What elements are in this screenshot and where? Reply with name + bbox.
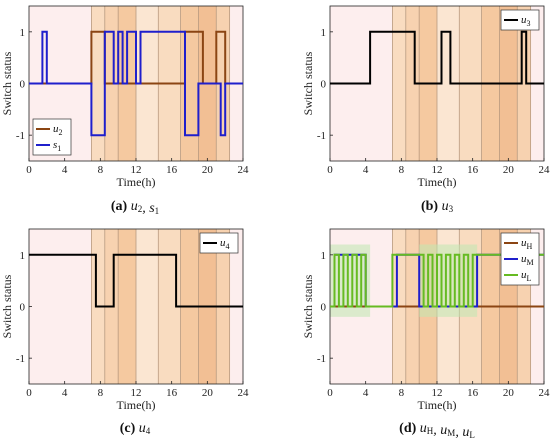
x-tick-label: 0	[327, 387, 333, 399]
x-tick-label: 8	[399, 387, 405, 399]
y-tick-label: 1	[20, 27, 26, 39]
x-tick-label: 12	[432, 387, 443, 399]
y-tick-label: 1	[321, 250, 327, 262]
legend-box	[500, 9, 540, 31]
y-tick-label: 0	[321, 302, 327, 314]
x-tick-label: 24	[238, 164, 250, 176]
x-tick-label: 8	[98, 387, 104, 399]
period-band	[136, 229, 159, 384]
panel-caption: (d) uH, uM, uL	[399, 421, 475, 439]
x-tick-label: 4	[62, 164, 68, 176]
x-tick-label: 12	[131, 164, 142, 176]
x-tick-label: 20	[202, 387, 214, 399]
x-tick-label: 4	[363, 387, 369, 399]
x-tick-label: 24	[238, 387, 250, 399]
x-tick-label: 4	[62, 387, 68, 399]
legend-entry: uM	[521, 253, 534, 267]
series-line-uL	[330, 253, 544, 308]
panel-caption: (b) u3	[421, 199, 454, 214]
period-band	[158, 229, 181, 384]
series-line-u4	[29, 253, 243, 308]
x-tick-label: 20	[503, 164, 515, 176]
period-band	[392, 6, 406, 161]
x-tick-label: 16	[166, 164, 178, 176]
x-axis-label: Time(h)	[117, 398, 156, 412]
period-band	[517, 6, 531, 161]
x-tick-label: 24	[539, 164, 550, 176]
panel-caption: (a) u2, s1	[111, 199, 159, 216]
x-tick-label: 12	[432, 164, 443, 176]
legend-entry: s1	[53, 139, 61, 153]
y-tick-label: -1	[16, 353, 25, 365]
x-axis-label: Time(h)	[117, 175, 156, 189]
period-band	[437, 6, 460, 161]
x-tick-label: 20	[202, 164, 214, 176]
y-tick-label: -1	[16, 130, 25, 142]
x-axis-label: Time(h)	[418, 398, 457, 412]
legend-box	[32, 118, 72, 156]
y-tick-label: 1	[321, 27, 327, 39]
y-tick-label: 0	[20, 302, 26, 314]
y-axis-label: Switch status	[0, 274, 14, 338]
legend: u4	[199, 232, 239, 254]
period-band	[91, 6, 105, 161]
x-tick-label: 20	[503, 387, 515, 399]
period-band	[216, 6, 230, 161]
x-tick-label: 8	[399, 164, 405, 176]
y-tick-label: 0	[321, 79, 327, 91]
y-tick-label: 0	[20, 79, 26, 91]
legend-box	[199, 232, 239, 254]
period-band	[118, 229, 136, 384]
y-tick-label: -1	[317, 130, 326, 142]
legend: u3	[500, 9, 540, 31]
legend-entry: uH	[521, 237, 533, 251]
series-line-s1	[29, 30, 243, 137]
legend-entry: u4	[220, 237, 230, 251]
highlight-band	[330, 244, 371, 317]
legend: uH uM uL	[500, 232, 540, 286]
x-axis-label: Time(h)	[418, 175, 457, 189]
x-tick-label: 4	[363, 164, 369, 176]
x-tick-label: 24	[539, 387, 550, 399]
x-tick-label: 16	[467, 387, 479, 399]
period-band	[405, 6, 420, 161]
x-tick-label: 0	[26, 387, 32, 399]
series-line-u3	[330, 30, 544, 85]
y-axis-label: Switch status	[0, 51, 14, 115]
chart-panel-c: 0 4 8 12 16 20 24 1 0 -1 Time(h) Switch status u4 (c)…	[0, 228, 250, 436]
y-tick-label: -1	[317, 353, 326, 365]
y-axis-label: Switch status	[301, 274, 315, 338]
chart-panel-b: 0 4 8 12 16 20 24 1 0 -1 Time(h) Switch status u3 (b)…	[301, 5, 550, 214]
x-tick-label: 12	[131, 387, 142, 399]
x-tick-label: 8	[98, 164, 104, 176]
x-tick-label: 0	[26, 164, 32, 176]
panel-caption: (c) u4	[120, 421, 151, 436]
series-line-u2	[29, 30, 243, 85]
x-tick-label: 16	[467, 164, 479, 176]
y-tick-label: 1	[20, 250, 26, 262]
legend-entry: u2	[53, 123, 63, 137]
legend-entry: u3	[521, 14, 531, 28]
legend-entry: uL	[521, 269, 532, 283]
period-band	[29, 229, 92, 384]
y-axis-label: Switch status	[301, 51, 315, 115]
x-tick-label: 16	[166, 387, 178, 399]
x-tick-label: 0	[327, 164, 333, 176]
